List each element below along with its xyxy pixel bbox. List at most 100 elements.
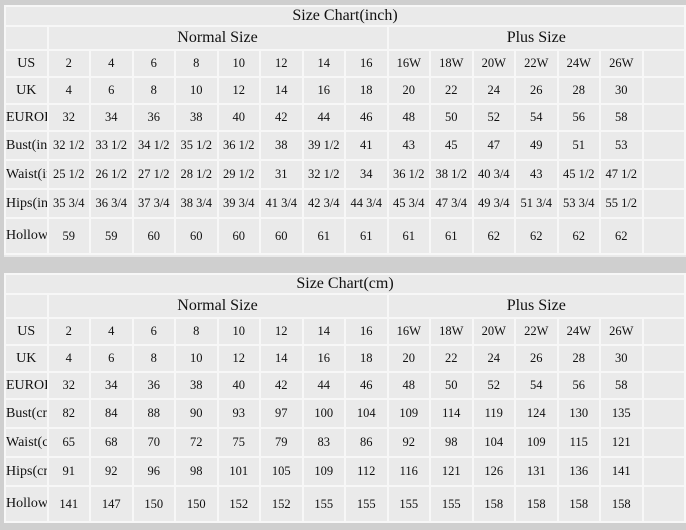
size-cell: 8 bbox=[174, 317, 219, 346]
size-cell: 141 bbox=[599, 456, 644, 487]
size-cell: 79 bbox=[259, 427, 304, 458]
size-cell: 44 bbox=[301, 371, 346, 400]
size-cell: 29 1/2 bbox=[216, 159, 261, 190]
table-row: Bust(cm)82848890939710010410911411912413… bbox=[4, 398, 686, 429]
size-cell: 31 bbox=[259, 159, 304, 190]
size-cell: 121 bbox=[599, 427, 644, 458]
size-cell: 116 bbox=[386, 456, 431, 487]
size-cell: 42 bbox=[259, 103, 304, 132]
size-cell: 44 bbox=[301, 103, 346, 132]
size-cell: 126 bbox=[471, 456, 516, 487]
row-label: Bust(inch) bbox=[4, 130, 49, 161]
size-cell: 40 3/4 bbox=[471, 159, 516, 190]
size-cell: 52 bbox=[471, 371, 516, 400]
size-cell: 43 bbox=[514, 159, 559, 190]
size-cell: 8 bbox=[131, 76, 176, 105]
size-cell: 72 bbox=[174, 427, 219, 458]
row-label: Hollow to Floor(inch) bbox=[4, 217, 49, 255]
size-cell: 47 3/4 bbox=[429, 188, 474, 219]
filler-cell bbox=[641, 398, 686, 429]
size-cell: 38 bbox=[174, 371, 219, 400]
size-cell: 104 bbox=[471, 427, 516, 458]
size-cell: 59 bbox=[89, 217, 134, 255]
size-cell: 131 bbox=[514, 456, 559, 487]
filler-cell bbox=[641, 217, 686, 255]
size-cell: 84 bbox=[89, 398, 134, 429]
size-cell: 14 bbox=[301, 317, 346, 346]
size-cell: 93 bbox=[216, 398, 261, 429]
table-row: Hollow to Floor(inch)5959606060606161616… bbox=[4, 217, 686, 255]
size-cell: 147 bbox=[89, 485, 134, 523]
size-cell: 49 3/4 bbox=[471, 188, 516, 219]
size-cell: 92 bbox=[386, 427, 431, 458]
filler-cell bbox=[641, 485, 686, 523]
size-cell: 54 bbox=[514, 371, 559, 400]
size-cell: 58 bbox=[599, 103, 644, 132]
size-cell: 49 bbox=[514, 130, 559, 161]
size-cell: 28 bbox=[556, 76, 601, 105]
row-label: Waist(inch) bbox=[4, 159, 49, 190]
size-cell: 8 bbox=[174, 49, 219, 78]
size-cell: 96 bbox=[131, 456, 176, 487]
size-cell: 12 bbox=[216, 76, 261, 105]
group-normal-size: Normal Size bbox=[46, 25, 389, 51]
size-cell: 24 bbox=[471, 344, 516, 373]
size-cell: 124 bbox=[514, 398, 559, 429]
size-cell: 152 bbox=[216, 485, 261, 523]
size-cell: 54 bbox=[514, 103, 559, 132]
size-cell: 46 bbox=[344, 103, 389, 132]
table-row: UK 4 6 8 10 12 14 16 18 20 22 24 26 28 30 bbox=[4, 76, 686, 105]
size-cell: 62 bbox=[556, 217, 601, 255]
size-cell: 158 bbox=[471, 485, 516, 523]
size-cell: 28 bbox=[556, 344, 601, 373]
size-cell: 60 bbox=[216, 217, 261, 255]
size-cell: 158 bbox=[514, 485, 559, 523]
size-cell: 14 bbox=[301, 49, 346, 78]
size-cell: 22 bbox=[429, 76, 474, 105]
row-label: EUROPE bbox=[4, 103, 49, 132]
size-cell: 98 bbox=[174, 456, 219, 487]
size-cell: 38 bbox=[259, 130, 304, 161]
size-cell: 42 bbox=[259, 371, 304, 400]
size-cell: 41 3/4 bbox=[259, 188, 304, 219]
size-cell: 68 bbox=[89, 427, 134, 458]
size-cell: 14 bbox=[259, 76, 304, 105]
row-label: US bbox=[4, 317, 49, 346]
size-cell: 12 bbox=[216, 344, 261, 373]
size-cell: 26W bbox=[599, 317, 644, 346]
table-row: Bust(inch)32 1/233 1/234 1/235 1/236 1/2… bbox=[4, 130, 686, 161]
table-row: Waist(cm)6568707275798386929810410911512… bbox=[4, 427, 686, 458]
blank-header bbox=[4, 293, 49, 319]
size-cell: 98 bbox=[429, 427, 474, 458]
size-cell: 34 bbox=[89, 103, 134, 132]
size-cell: 10 bbox=[174, 344, 219, 373]
size-cell: 32 bbox=[46, 103, 91, 132]
size-cell: 18 bbox=[344, 344, 389, 373]
filler-cell bbox=[641, 456, 686, 487]
size-cell: 97 bbox=[259, 398, 304, 429]
size-cell: 12 bbox=[259, 49, 304, 78]
size-cell: 109 bbox=[301, 456, 346, 487]
size-cell: 48 bbox=[386, 371, 431, 400]
table-row: UK 4 6 8 10 12 14 16 18 20 22 24 26 28 30 bbox=[4, 344, 686, 373]
size-cell: 27 1/2 bbox=[131, 159, 176, 190]
size-cell: 86 bbox=[344, 427, 389, 458]
size-cell: 20 bbox=[386, 76, 431, 105]
table-row: EUROPE3234363840424446485052545658 bbox=[4, 103, 686, 132]
row-label: Hollow to Floor(cm) bbox=[4, 485, 49, 523]
group-normal-size: Normal Size bbox=[46, 293, 389, 319]
size-cell: 34 1/2 bbox=[131, 130, 176, 161]
size-cell: 114 bbox=[429, 398, 474, 429]
size-cell: 10 bbox=[216, 49, 261, 78]
size-cell: 48 bbox=[386, 103, 431, 132]
size-cell: 61 bbox=[301, 217, 346, 255]
size-cell: 92 bbox=[89, 456, 134, 487]
size-cell: 155 bbox=[429, 485, 474, 523]
size-cell: 38 1/2 bbox=[429, 159, 474, 190]
table-row: US 2 4 6 8 10 12 14 16 16W 18W 20W 22W 24W 26W bbox=[4, 317, 686, 346]
size-cell: 60 bbox=[131, 217, 176, 255]
filler-cell bbox=[641, 159, 686, 190]
size-cell: 20 bbox=[386, 344, 431, 373]
row-label: US bbox=[4, 49, 49, 78]
size-cell: 60 bbox=[259, 217, 304, 255]
